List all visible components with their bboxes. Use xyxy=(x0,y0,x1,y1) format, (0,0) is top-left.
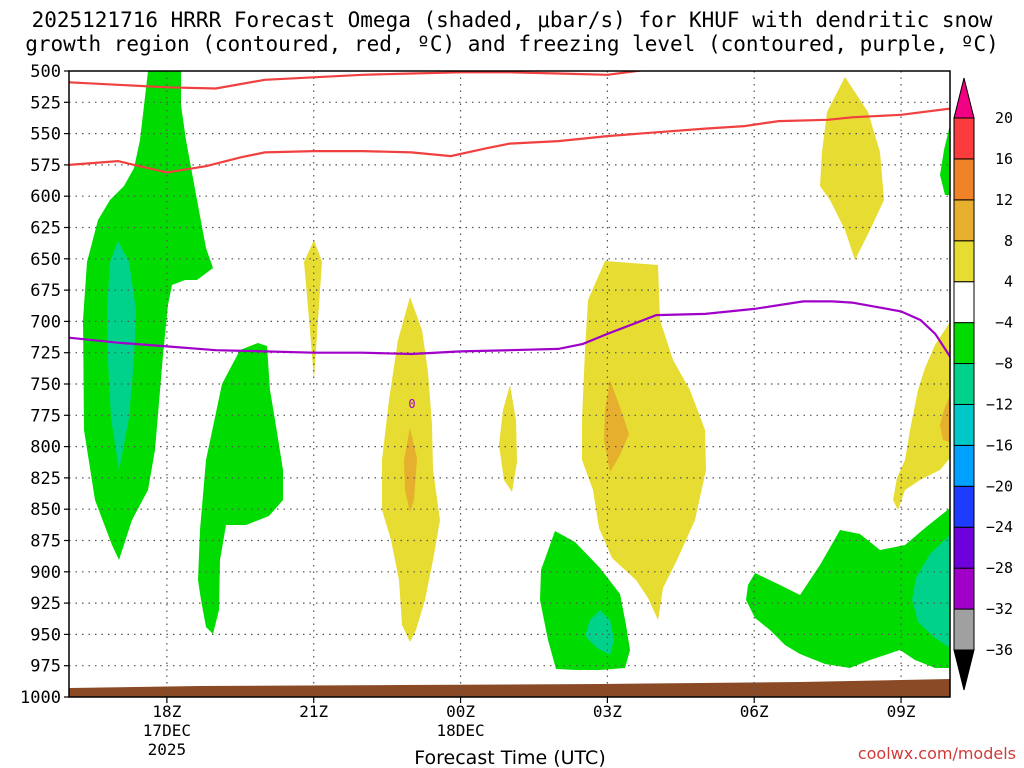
x-tick-date: 17DEC xyxy=(143,721,191,740)
omega-region-3 xyxy=(304,240,322,380)
colorbar-box xyxy=(953,281,975,324)
colorbar-label: −32 xyxy=(986,600,1013,618)
omega-region-10-core xyxy=(940,395,950,442)
y-tick-label: 750 xyxy=(30,375,61,395)
omega-shading xyxy=(69,71,950,697)
omega-region-7-core xyxy=(604,380,629,472)
colorbar-label: 12 xyxy=(995,191,1013,209)
y-tick-label: 675 xyxy=(30,281,61,301)
colorbar-box xyxy=(953,485,975,528)
colorbar-box xyxy=(953,567,975,610)
y-tick-label: 825 xyxy=(30,469,61,489)
omega-region-9-core xyxy=(912,535,950,648)
x-axis-title: Forecast Time (UTC) xyxy=(414,747,605,768)
colorbar-label: −12 xyxy=(986,395,1013,413)
omega-region-9 xyxy=(746,508,950,668)
y-axis: 500 525 550 575 600 625 650 675 700 725 750 775 800 8… xyxy=(20,62,69,708)
x-tick-label: 00Z xyxy=(446,702,475,721)
colorbar-box xyxy=(953,199,975,242)
omega-region-1-outer xyxy=(83,71,213,560)
colorbar-box xyxy=(953,158,975,201)
y-tick-label: 950 xyxy=(30,625,61,645)
y-tick-label: 800 xyxy=(30,438,61,458)
colorbar-box xyxy=(953,403,975,446)
y-tick-label: 625 xyxy=(30,219,61,239)
y-tick-label: 575 xyxy=(30,156,61,176)
y-tick-label: 725 xyxy=(30,344,61,364)
y-tick-label: 650 xyxy=(30,250,61,270)
plot-area: 0 xyxy=(68,70,951,698)
x-tick-year: 2025 xyxy=(148,740,187,759)
y-tick-label: 900 xyxy=(30,563,61,583)
x-tick-label: 06Z xyxy=(740,702,769,721)
omega-region-5 xyxy=(499,385,517,492)
colorbar-label: −16 xyxy=(986,436,1013,454)
colorbar-box xyxy=(953,322,975,365)
dendritic-growth-line-1 xyxy=(69,71,646,90)
omega-region-1-core xyxy=(107,241,136,470)
colorbar-box xyxy=(953,526,975,569)
colorbar-label: −20 xyxy=(986,477,1013,495)
colorbar: −36 −32 −28 −24 −20 −16 −12 −8 −4 4 8 12 16 20 xyxy=(953,77,1013,691)
colorbar-label: 20 xyxy=(995,109,1013,127)
omega-region-7 xyxy=(582,261,706,620)
colorbar-label: −4 xyxy=(995,314,1013,332)
colorbar-label: 4 xyxy=(1004,273,1013,291)
y-tick-label: 975 xyxy=(30,657,61,677)
colorbar-box xyxy=(953,240,975,283)
omega-region-8 xyxy=(820,77,884,260)
y-tick-label: 925 xyxy=(30,594,61,614)
y-tick-label: 1000 xyxy=(20,688,61,708)
y-tick-label: 550 xyxy=(30,125,61,145)
terrain xyxy=(69,679,950,697)
omega-region-2 xyxy=(198,343,283,634)
colorbar-label: 8 xyxy=(1004,232,1013,250)
title-line-2: growth region (contoured, red, ºC) and f… xyxy=(25,32,999,56)
freezing-level-line xyxy=(69,300,950,358)
colorbar-max-arrow xyxy=(953,77,975,119)
colorbar-label: 16 xyxy=(995,150,1013,168)
colorbar-box xyxy=(953,444,975,487)
colorbar-label: −28 xyxy=(986,559,1013,577)
colorbar-box xyxy=(953,363,975,405)
y-tick-label: 850 xyxy=(30,500,61,520)
y-tick-label: 775 xyxy=(30,406,61,426)
x-tick-label: 21Z xyxy=(299,702,328,721)
omega-region-4-core xyxy=(404,428,417,512)
contour-lines xyxy=(69,71,950,358)
colorbar-box xyxy=(953,608,975,651)
y-tick-label: 875 xyxy=(30,532,61,552)
x-tick-label: 09Z xyxy=(887,702,916,721)
x-tick-label: 03Z xyxy=(593,702,622,721)
colorbar-label: −36 xyxy=(986,641,1013,659)
y-tick-label: 700 xyxy=(30,312,61,332)
colorbar-label: −24 xyxy=(986,518,1013,536)
grid xyxy=(69,71,950,697)
y-tick-label: 600 xyxy=(30,187,61,207)
credit-link[interactable]: coolwx.com/models xyxy=(858,744,1016,763)
omega-region-10 xyxy=(893,322,950,510)
colorbar-label: −8 xyxy=(995,355,1013,373)
y-tick-label: 500 xyxy=(30,62,61,82)
omega-region-6-core xyxy=(585,610,614,655)
dendritic-growth-line-2 xyxy=(69,107,950,174)
freezing-level-contour-label: 0 xyxy=(408,397,415,411)
colorbar-box xyxy=(953,117,975,160)
colorbar-min-arrow xyxy=(953,649,975,691)
title-line-1: 2025121716 HRRR Forecast Omega (shaded, … xyxy=(31,8,993,32)
omega-region-11 xyxy=(940,125,950,195)
y-tick-label: 525 xyxy=(30,93,61,113)
x-tick-date: 18DEC xyxy=(436,721,484,740)
x-tick-label: 18Z xyxy=(152,702,181,721)
